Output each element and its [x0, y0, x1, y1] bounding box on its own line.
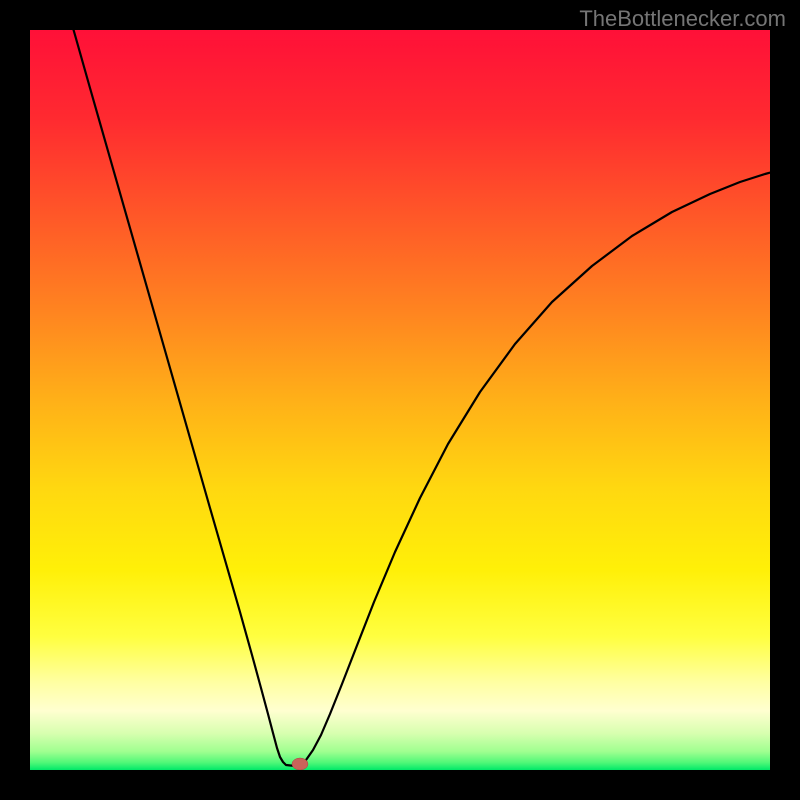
chart-svg — [0, 0, 800, 800]
chart-container: TheBottlenecker.com — [0, 0, 800, 800]
bottleneck-curve — [65, 0, 780, 766]
minimum-marker — [292, 758, 308, 770]
watermark: TheBottlenecker.com — [579, 6, 786, 32]
